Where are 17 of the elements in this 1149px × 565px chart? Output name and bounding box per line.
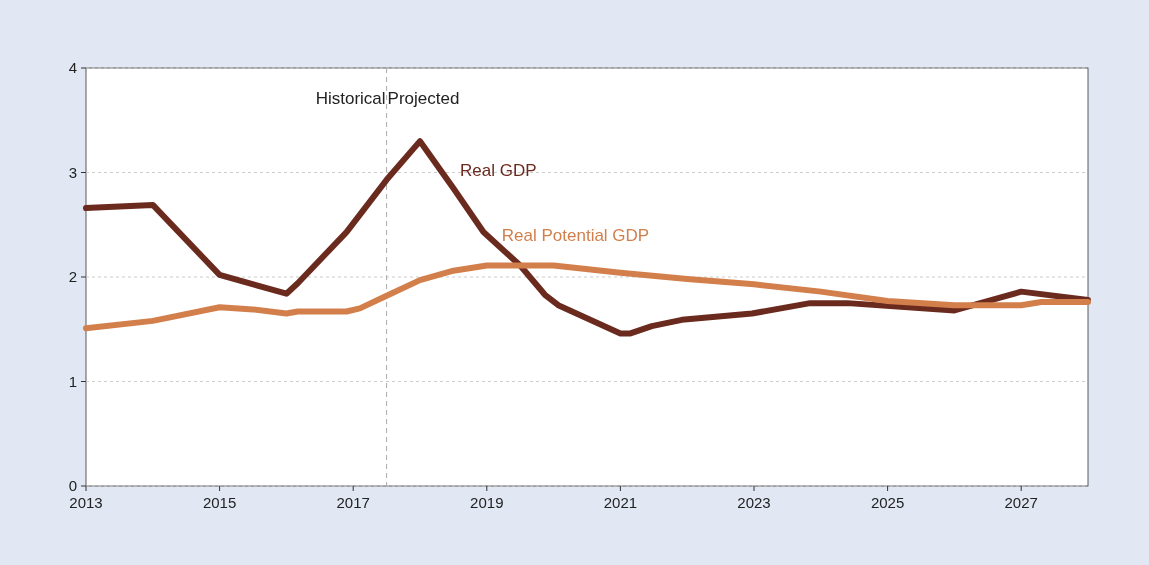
x-tick-label: 2027 — [1004, 494, 1038, 511]
series-label: Real Potential GDP — [501, 225, 650, 245]
annotation: Projected — [387, 89, 460, 108]
x-tick-label: 2023 — [737, 494, 771, 511]
x-tick-label: 2025 — [870, 494, 905, 511]
x-tick-label: 2021 — [603, 494, 638, 511]
y-tick-label: 1 — [68, 372, 77, 390]
y-tick-label: 0 — [68, 477, 77, 495]
series-label: Real GDP — [460, 161, 537, 181]
x-tick-label: 2019 — [470, 494, 504, 511]
x-tick-label: 2013 — [69, 494, 103, 511]
annotation: Historical — [315, 89, 386, 108]
x-tick-label: 2017 — [336, 494, 370, 511]
x-tick-label: 2015 — [202, 494, 237, 511]
y-tick-label: 2 — [68, 268, 77, 286]
y-tick-label: 3 — [68, 163, 77, 181]
y-tick-label: 4 — [68, 59, 77, 77]
